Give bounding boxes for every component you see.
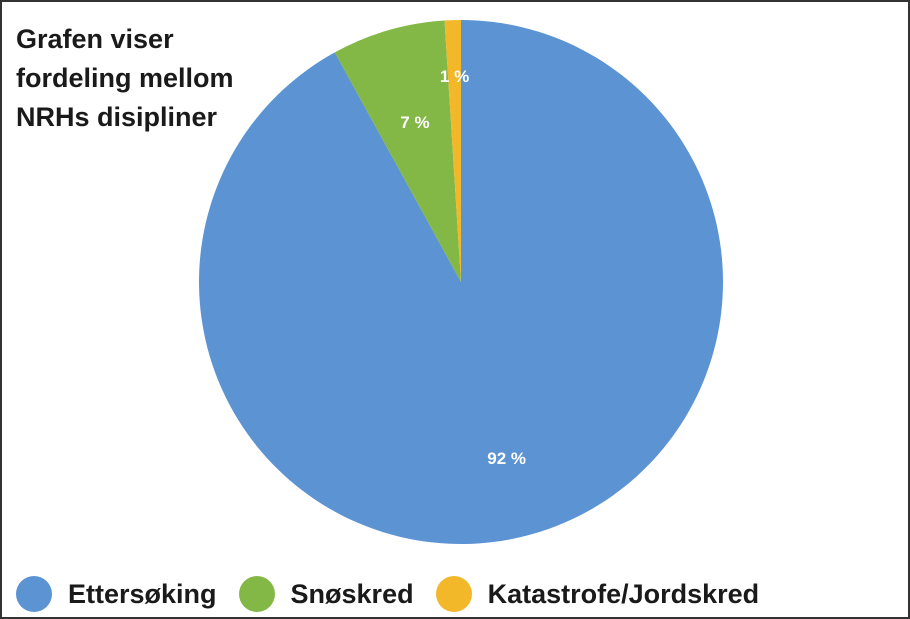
legend-item-katastrofe: Katastrofe/Jordskred xyxy=(435,576,760,612)
legend-swatch-ettersoking xyxy=(16,576,52,612)
chart-title: Grafen viser fordeling mellom NRHs disip… xyxy=(16,24,234,132)
chart-legend: Ettersøking Snøskred Katastrofe/Jordskre… xyxy=(16,576,781,612)
slice-katastrofe xyxy=(444,20,461,282)
legend-label-katastrofe: Katastrofe/Jordskred xyxy=(487,578,760,609)
slice-snoskred xyxy=(334,20,461,282)
slice-label-katastrofe: 1 % xyxy=(440,67,469,86)
legend-item-snoskred: Snøskred xyxy=(238,576,414,612)
legend-label-ettersoking: Ettersøking xyxy=(68,578,217,609)
legend-swatch-snoskred xyxy=(238,576,275,612)
slice-label-snoskred: 7 % xyxy=(400,113,429,132)
slice-label-ettersoking: 92 % xyxy=(487,449,526,468)
legend-item-ettersoking: Ettersøking xyxy=(16,576,217,612)
legend-swatch-katastrofe xyxy=(435,576,472,612)
legend-label-snoskred: Snøskred xyxy=(290,578,414,609)
